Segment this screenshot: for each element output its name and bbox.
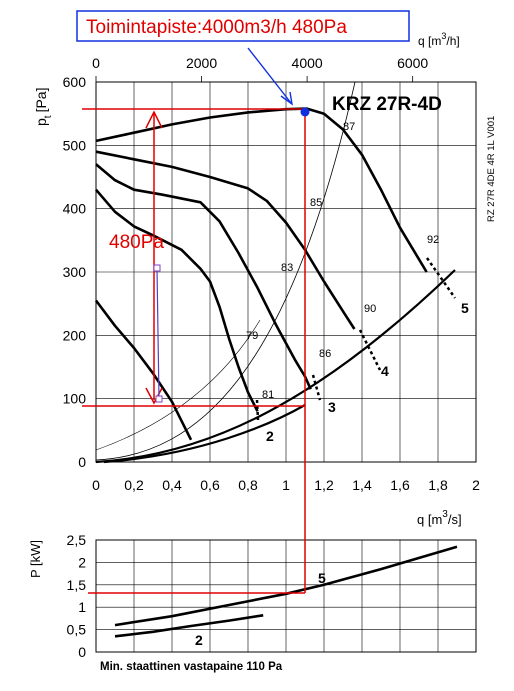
main-grid [96,82,476,462]
pink-marker-line [156,267,160,400]
x-tick-label: 0,8 [238,477,258,493]
efficiency-label-81: 81 [262,389,274,401]
x-tick-label: 1,2 [314,477,334,493]
y-axis-label: pt[Pa] [33,88,54,126]
power-y-tick-label: 1,5 [67,577,87,593]
curve-label-3: 3 [328,399,336,415]
bottom-x-axis-label: q [m3/s] [417,509,462,527]
operating-point-title: Toimintapiste:4000m3/h 480Pa [86,17,347,38]
fan-curve-3 [95,163,312,390]
top-x-tick-label: 2000 [186,55,217,71]
footer-note: Min. staattinen vastapaine 110 Pa [100,661,283,673]
power-curve-label-2: 2 [195,632,203,648]
efficiency-label-90: 90 [364,303,376,315]
x-tick-label: 0,4 [162,477,182,493]
x-tick-label: 1,4 [352,477,372,493]
efficiency-label-83: 83 [281,262,293,274]
curve-5-dotted-end [425,257,457,299]
curve-labels: 2 3 4 5 5 2 79 81 83 85 86 87 90 92 [195,121,469,648]
curve-3-dotted-end [311,374,322,401]
dp-annotation: 480Pa [109,232,164,253]
top-x-tick-label: 0 [92,55,100,71]
efficiency-label-92: 92 [427,234,439,246]
y-tick-label: 0 [78,454,86,470]
top-x-axis-label: q [m3/h] [418,31,460,48]
x-tick-label: 0 [92,477,100,493]
callout-arrow [247,47,292,104]
x-tick-label: 0,2 [124,477,144,493]
curve-4-dotted-end [358,329,382,371]
power-curve-5 [114,545,458,627]
x-tick-label: 1,8 [428,477,448,493]
power-y-tick-label: 0 [78,644,86,660]
operating-point-guides [82,108,306,594]
system-curve-medium [95,269,456,464]
x-tick-label: 1 [282,477,290,493]
y-tick-label: 600 [63,74,87,90]
y-tick-label: 200 [63,327,87,343]
system-curve-thin [95,81,356,461]
marker-square-top [153,264,161,272]
power-y-tick-label: 0,5 [67,622,87,638]
marker-square-bottom [155,395,163,403]
tick-labels: 0 0,2 0,4 0,6 0,8 1 1,2 1,4 1,6 1,8 20100200300400… [63,55,480,660]
side-label: RZ 27R 4DE 4R 1L V001 [486,116,497,222]
power-curve-label-5: 5 [318,570,326,586]
curve-label-4: 4 [381,363,389,379]
y-tick-label: 400 [63,201,87,217]
y-tick-label: 300 [63,264,87,280]
power-y-tick-label: 1 [78,599,86,615]
x-tick-label: 1,6 [390,477,410,493]
fan-curve-5 [95,107,428,273]
operating-point-dot [300,107,310,117]
fan-curve-2 [95,188,259,412]
power-y-tick-label: 2 [78,554,86,570]
curve-label-5: 5 [461,300,469,316]
system-curve-low [103,404,306,464]
operating-point-title-box [76,10,410,42]
y-tick-label: 500 [63,137,87,153]
fan-curve-1 [94,299,193,441]
top-x-tick-label: 4000 [292,55,323,71]
efficiency-label-87: 87 [343,121,355,133]
power-curves [114,545,458,638]
top-x-tick-label: 6000 [397,55,428,71]
power-y-axis-label: P [kW] [28,540,43,578]
fan-curve-4 [95,150,356,330]
chart-title: KRZ 27R-4D [332,94,442,115]
efficiency-line-79 [95,319,261,451]
callout-arrowhead [280,91,293,106]
fan-curves [94,107,428,441]
y-tick-label: 100 [63,391,87,407]
efficiency-label-79: 79 [246,330,258,342]
power-curve-2 [114,614,264,638]
curve-label-2: 2 [266,428,274,444]
efficiency-label-86: 86 [319,348,331,360]
x-tick-label: 0,6 [200,477,220,493]
power-y-tick-label: 2,5 [67,532,87,548]
efficiency-label-85: 85 [310,197,322,209]
x-tick-label: 2 [472,477,480,493]
